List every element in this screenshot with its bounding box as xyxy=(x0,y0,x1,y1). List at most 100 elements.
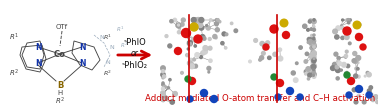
Circle shape xyxy=(313,19,315,21)
Circle shape xyxy=(263,47,266,50)
Circle shape xyxy=(200,35,205,39)
Circle shape xyxy=(214,22,218,26)
Circle shape xyxy=(282,31,290,39)
Circle shape xyxy=(181,28,191,37)
Circle shape xyxy=(347,77,355,85)
Circle shape xyxy=(355,26,357,28)
Circle shape xyxy=(163,75,166,78)
Circle shape xyxy=(178,24,180,26)
Circle shape xyxy=(161,73,165,77)
Circle shape xyxy=(347,32,349,34)
Circle shape xyxy=(221,42,224,45)
Circle shape xyxy=(199,18,204,22)
Circle shape xyxy=(203,37,206,40)
Circle shape xyxy=(161,91,165,96)
Circle shape xyxy=(207,66,211,70)
Text: $R^2$: $R^2$ xyxy=(9,67,19,79)
Circle shape xyxy=(307,78,310,80)
Circle shape xyxy=(208,38,211,40)
Circle shape xyxy=(367,89,371,93)
Circle shape xyxy=(313,46,315,48)
Circle shape xyxy=(215,37,217,39)
Circle shape xyxy=(203,51,206,54)
Circle shape xyxy=(192,65,195,68)
Circle shape xyxy=(336,77,339,80)
Circle shape xyxy=(177,31,181,34)
Circle shape xyxy=(161,66,165,70)
Text: N: N xyxy=(110,45,115,50)
Circle shape xyxy=(313,58,315,59)
Circle shape xyxy=(356,61,359,64)
Circle shape xyxy=(187,40,192,45)
Circle shape xyxy=(260,42,264,46)
Circle shape xyxy=(353,51,357,55)
Circle shape xyxy=(343,27,351,35)
Circle shape xyxy=(196,18,201,22)
Circle shape xyxy=(186,34,187,36)
Circle shape xyxy=(234,29,238,33)
Circle shape xyxy=(225,33,228,36)
Text: N: N xyxy=(79,59,85,68)
Circle shape xyxy=(330,66,335,70)
Circle shape xyxy=(346,19,349,22)
Circle shape xyxy=(176,23,181,28)
Circle shape xyxy=(262,51,265,55)
Circle shape xyxy=(193,19,194,21)
Circle shape xyxy=(186,54,189,57)
Circle shape xyxy=(203,46,208,50)
Text: OTf: OTf xyxy=(56,24,68,30)
Circle shape xyxy=(200,56,203,59)
Circle shape xyxy=(164,96,168,100)
Circle shape xyxy=(203,49,208,54)
Circle shape xyxy=(312,74,314,76)
Circle shape xyxy=(291,71,295,75)
Circle shape xyxy=(310,58,312,60)
Circle shape xyxy=(307,28,309,31)
Circle shape xyxy=(345,72,347,74)
Circle shape xyxy=(355,67,358,70)
Circle shape xyxy=(347,19,350,21)
Circle shape xyxy=(336,26,341,30)
Circle shape xyxy=(310,47,313,49)
Circle shape xyxy=(376,100,378,104)
Circle shape xyxy=(215,28,219,32)
Circle shape xyxy=(161,72,164,75)
Circle shape xyxy=(208,71,210,73)
Circle shape xyxy=(222,32,226,36)
Circle shape xyxy=(213,34,217,39)
Circle shape xyxy=(209,19,212,21)
Circle shape xyxy=(312,58,315,61)
Circle shape xyxy=(370,93,373,95)
Circle shape xyxy=(357,75,360,78)
Circle shape xyxy=(312,42,316,46)
Circle shape xyxy=(169,79,171,81)
Circle shape xyxy=(360,44,366,50)
Circle shape xyxy=(249,60,251,63)
Circle shape xyxy=(354,100,358,104)
Circle shape xyxy=(346,74,348,76)
Circle shape xyxy=(161,67,165,71)
Circle shape xyxy=(312,43,316,47)
Text: N: N xyxy=(35,42,41,51)
Circle shape xyxy=(225,47,227,49)
Circle shape xyxy=(280,19,288,27)
Circle shape xyxy=(161,91,165,96)
Circle shape xyxy=(200,89,208,97)
Circle shape xyxy=(162,77,164,79)
Circle shape xyxy=(218,21,221,23)
Circle shape xyxy=(344,72,350,78)
Circle shape xyxy=(356,56,361,60)
Text: B: B xyxy=(57,80,63,89)
Circle shape xyxy=(313,60,316,63)
Circle shape xyxy=(194,18,198,22)
Circle shape xyxy=(307,37,311,41)
Circle shape xyxy=(373,95,378,99)
Circle shape xyxy=(358,23,361,26)
Circle shape xyxy=(181,18,185,22)
Circle shape xyxy=(164,96,168,100)
Circle shape xyxy=(362,100,366,104)
Circle shape xyxy=(310,54,311,55)
Text: ˢPhIO₂: ˢPhIO₂ xyxy=(122,60,148,70)
Circle shape xyxy=(304,70,308,74)
Circle shape xyxy=(190,23,198,31)
